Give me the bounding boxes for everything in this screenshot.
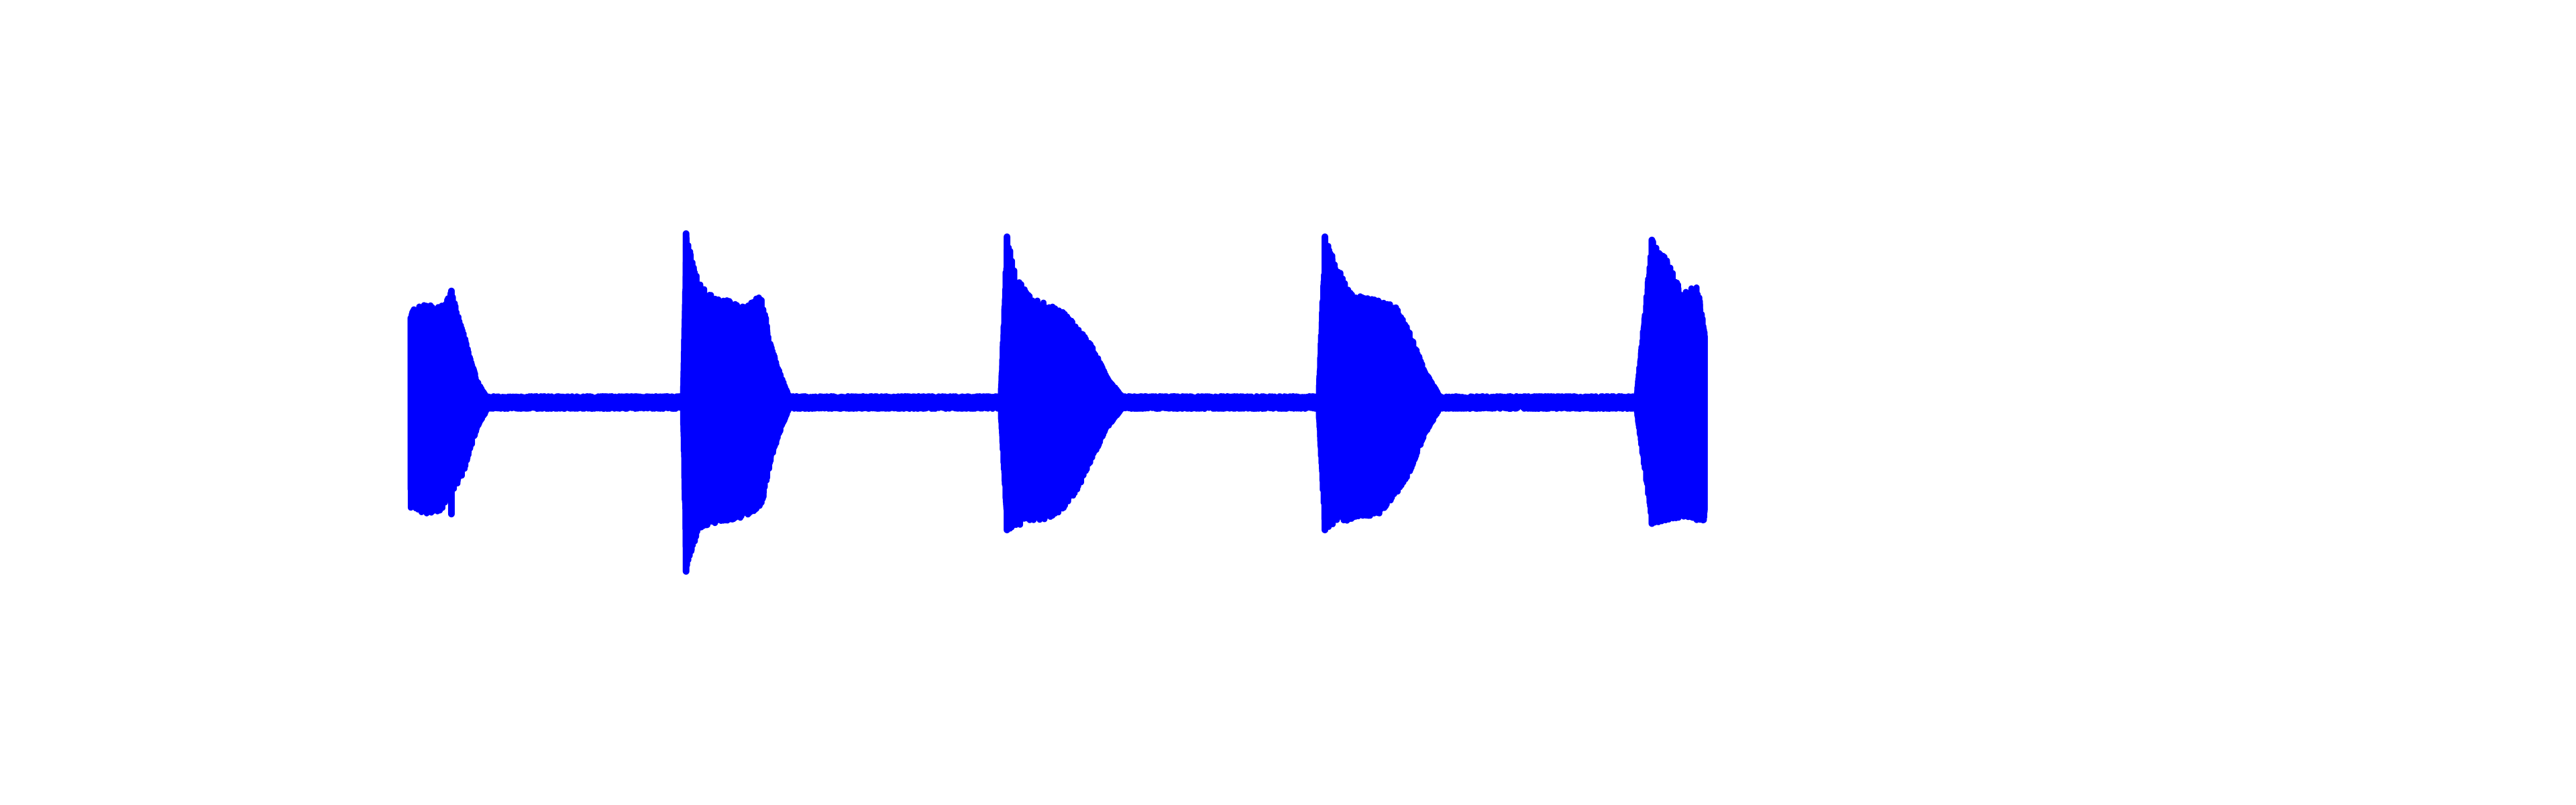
waveform-line-segment-3 [962, 235, 1153, 532]
series-layer [407, 230, 1708, 575]
waveform-line-segment-6 [1516, 238, 1707, 526]
waveform-line-segment-4 [1146, 241, 1338, 533]
waveform-line-segment-0 [407, 289, 598, 517]
waveform-line-segment-5 [1332, 261, 1523, 524]
waveform-line-segment-2 [777, 371, 968, 435]
